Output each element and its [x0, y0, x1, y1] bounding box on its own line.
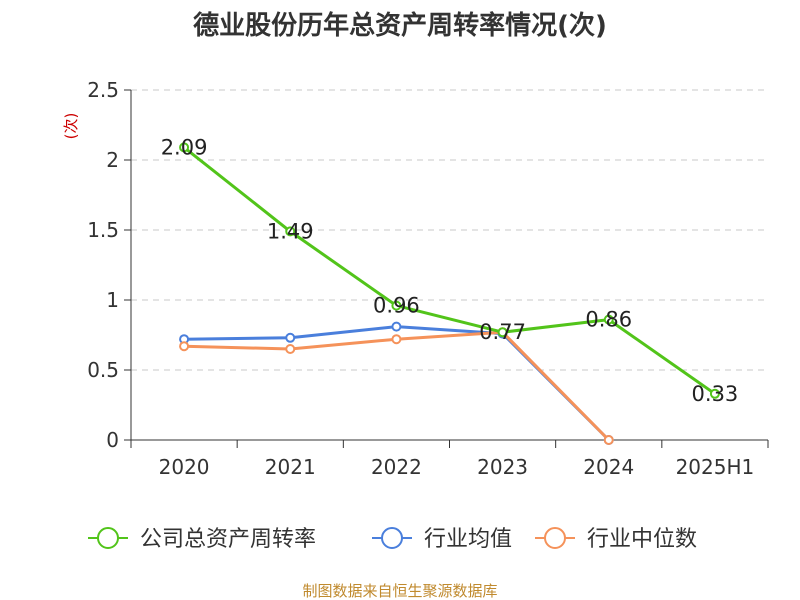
grid-layer: [131, 89, 768, 371]
series-point-2: [603, 435, 614, 445]
legend-label: 公司总资产周转率: [140, 527, 316, 552]
legend: 公司总资产周转率 行业均值 行业中位数: [88, 527, 697, 552]
axis-layer: 0 0.5 1 1.5 2 2.5 2020 2021 2022 2023 2024 2025H1: [87, 78, 769, 479]
series-point-0: [603, 314, 614, 325]
chart-title: 德业股份历年总资产周转率情况(次): [193, 10, 607, 41]
series-point-2: [391, 334, 402, 345]
y-tick-label: 0: [106, 428, 119, 452]
series-line-0: [183, 146, 716, 396]
data-label: 1.49: [267, 219, 314, 243]
y-axis-label: (次): [62, 113, 80, 140]
source-note: 制图数据来自恒生聚源数据库: [302, 582, 497, 600]
y-tick-label: 0.5: [87, 358, 119, 382]
legend-swatch-marker: [381, 527, 403, 549]
data-label-layer: 2.09 1.49 0.96 0.77 0.86 0.33: [161, 135, 739, 405]
series-point-0: [179, 142, 190, 153]
x-tick-label: 2022: [371, 455, 422, 479]
data-label: 0.96: [373, 294, 420, 318]
y-tick-label: 1.5: [87, 218, 119, 242]
legend-label: 行业均值: [424, 527, 512, 552]
x-tick-label: 2021: [265, 455, 316, 479]
series-line-2: [184, 330, 610, 442]
x-tick-label: 2023: [477, 455, 528, 479]
data-label: 0.33: [692, 382, 739, 406]
series-point-0: [391, 300, 402, 311]
x-tick-label: 2024: [583, 455, 634, 479]
series-point-2: [179, 341, 190, 352]
y-tick-label: 2.5: [87, 78, 119, 102]
legend-swatch-marker: [97, 527, 119, 549]
legend-swatch-marker: [544, 527, 566, 549]
data-label: 2.09: [161, 135, 208, 159]
series-point-1: [391, 321, 402, 332]
data-label: 0.77: [479, 320, 526, 344]
series-point-0: [709, 388, 720, 399]
series-point-1: [285, 332, 296, 343]
x-tick-label: 2025H1: [676, 455, 755, 479]
data-label: 0.86: [585, 308, 632, 332]
legend-label: 行业中位数: [587, 527, 697, 552]
series-point-0: [285, 226, 296, 237]
y-tick-label: 2: [106, 148, 119, 172]
series-point-0: [497, 327, 508, 338]
x-tick-label: 2020: [159, 455, 210, 479]
series-layer: [179, 142, 720, 445]
series-point-2: [285, 344, 296, 354]
y-tick-label: 1: [106, 288, 119, 312]
